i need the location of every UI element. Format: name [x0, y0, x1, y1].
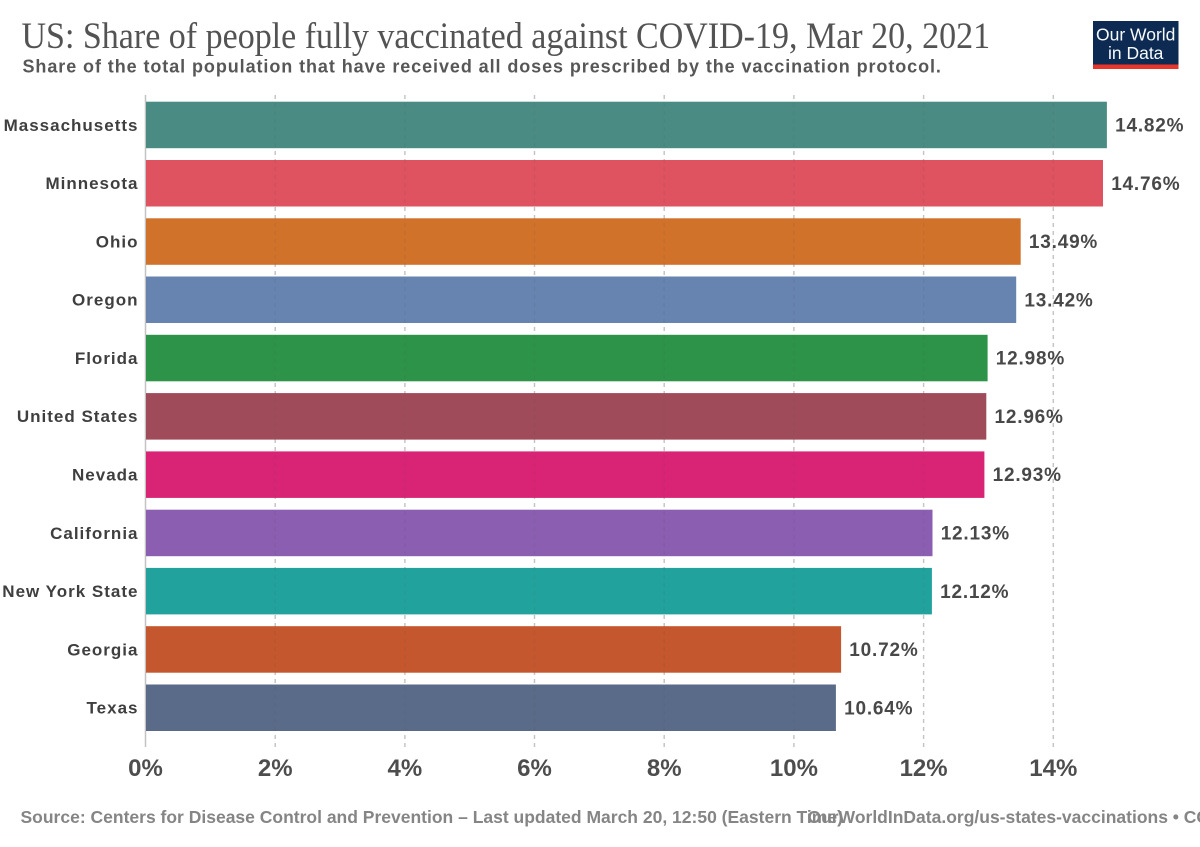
svg-text:14.76%: 14.76% — [1111, 174, 1180, 195]
svg-text:Nevada: Nevada — [72, 466, 138, 485]
svg-text:Oregon: Oregon — [72, 291, 138, 310]
svg-text:Georgia: Georgia — [67, 640, 138, 659]
svg-text:Ohio: Ohio — [96, 232, 139, 251]
svg-text:13.49%: 13.49% — [1029, 232, 1098, 253]
svg-text:10.72%: 10.72% — [849, 640, 918, 661]
svg-text:6%: 6% — [517, 755, 552, 782]
svg-text:0%: 0% — [128, 755, 163, 782]
svg-text:10.64%: 10.64% — [844, 698, 913, 719]
svg-text:4%: 4% — [388, 755, 423, 782]
svg-text:10%: 10% — [770, 755, 818, 782]
svg-text:in Data: in Data — [1108, 43, 1164, 63]
svg-text:12.13%: 12.13% — [941, 524, 1010, 545]
svg-text:Our World: Our World — [1096, 25, 1175, 45]
svg-text:12.98%: 12.98% — [996, 349, 1065, 370]
svg-text:Share of the total population: Share of the total population that have … — [23, 57, 942, 77]
svg-text:US: Share of people fully vacc: US: Share of people fully vaccinated aga… — [22, 14, 991, 56]
svg-text:United States: United States — [17, 407, 139, 426]
svg-text:14.82%: 14.82% — [1115, 116, 1184, 137]
svg-text:13.42%: 13.42% — [1024, 290, 1093, 311]
svg-text:California: California — [50, 524, 138, 543]
svg-text:Florida: Florida — [75, 349, 139, 368]
svg-text:12%: 12% — [900, 755, 948, 782]
svg-text:2%: 2% — [258, 755, 293, 782]
svg-text:8%: 8% — [647, 755, 682, 782]
svg-text:Texas: Texas — [87, 699, 139, 718]
svg-text:12.12%: 12.12% — [940, 582, 1009, 603]
svg-text:New York State: New York State — [2, 582, 138, 601]
svg-text:12.96%: 12.96% — [995, 407, 1064, 428]
svg-text:12.93%: 12.93% — [993, 465, 1062, 486]
svg-text:Source: Centers for Disease Co: Source: Centers for Disease Control and … — [21, 807, 843, 827]
svg-text:Minnesota: Minnesota — [45, 174, 138, 193]
svg-text:14%: 14% — [1029, 755, 1077, 782]
svg-text:OurWorldInData.org/us-states-v: OurWorldInData.org/us-states-vaccination… — [808, 807, 1200, 827]
svg-text:Massachusetts: Massachusetts — [4, 116, 139, 135]
